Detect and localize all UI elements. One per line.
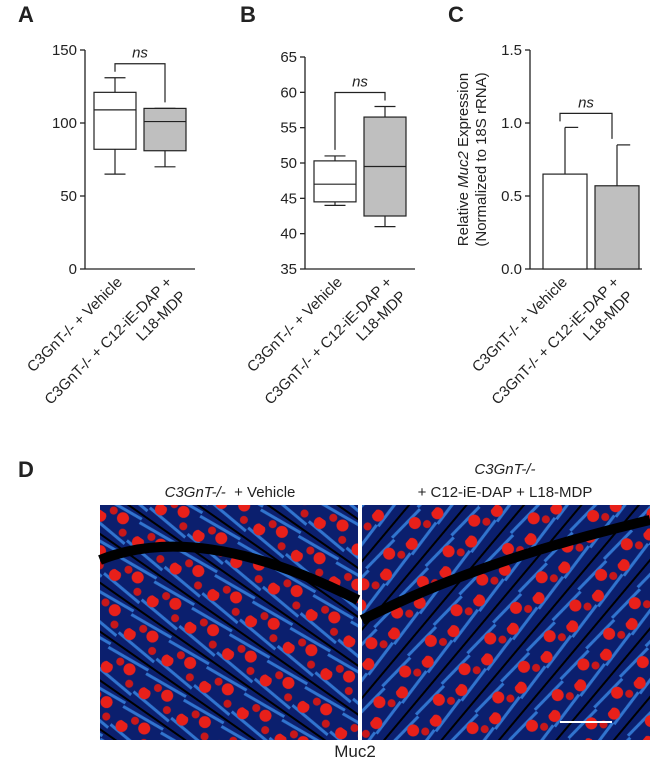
image-title-part: C3GnT-/- [165, 484, 226, 501]
significance-bracket [114, 63, 166, 103]
x-tick-label: C3GnT-/- + Vehicle [24, 274, 126, 376]
y-tick-label: 50 [280, 155, 297, 172]
image-title-part: + Vehicle [226, 484, 296, 501]
panel-letter: D [18, 457, 34, 482]
micrograph-treated [362, 505, 650, 740]
y-tick-label: 0.0 [501, 261, 522, 278]
y-axis-label-part: Muc2 [455, 151, 472, 188]
box [313, 160, 357, 203]
image-title: C3GnT-/- [474, 461, 535, 478]
significance-label: ns [132, 45, 148, 62]
y-tick-label: 60 [280, 84, 297, 101]
y-tick-label: 0.5 [501, 188, 522, 205]
significance-label: ns [352, 73, 368, 90]
y-tick-label: 40 [280, 226, 297, 243]
box [143, 107, 187, 152]
y-axis-label-part: Relative [455, 188, 472, 246]
bar [542, 173, 588, 270]
y-axis-label-part: Expression [455, 73, 472, 151]
tissue-fold [359, 515, 650, 625]
box [93, 91, 137, 150]
significance-bracket [334, 91, 386, 150]
y-axis-label: Relative Muc2 Expression [455, 73, 472, 246]
caption: Muc2 [334, 742, 376, 761]
y-tick-label: 1.0 [501, 115, 522, 132]
image-title: C3GnT-/- + Vehicle [165, 484, 296, 501]
y-tick-label: 50 [60, 188, 77, 205]
bar [594, 185, 640, 270]
y-tick-label: 100 [52, 115, 77, 132]
micrograph-vehicle [100, 505, 358, 740]
significance-label: ns [578, 94, 594, 111]
panel-letter: A [18, 2, 34, 27]
y-tick-label: 150 [52, 42, 77, 59]
y-tick-label: 1.5 [501, 42, 522, 59]
y-axis-label: (Normalized to 18S rRNA) [473, 72, 490, 246]
y-tick-label: 45 [280, 190, 297, 207]
y-tick-label: 35 [280, 261, 297, 278]
y-tick-label: 55 [280, 120, 297, 137]
significance-bracket [559, 112, 613, 139]
x-tick-label: C3GnT-/- + Vehicle [244, 274, 346, 376]
panel-letter: C [448, 2, 464, 27]
y-tick-label: 0 [69, 261, 77, 278]
panel-letter: B [240, 2, 256, 27]
tissue-fold [98, 541, 361, 605]
y-tick-label: 65 [280, 49, 297, 66]
image-title: + C12-iE-DAP + L18-MDP [418, 484, 593, 501]
x-tick-label: C3GnT-/- + Vehicle [469, 274, 571, 376]
